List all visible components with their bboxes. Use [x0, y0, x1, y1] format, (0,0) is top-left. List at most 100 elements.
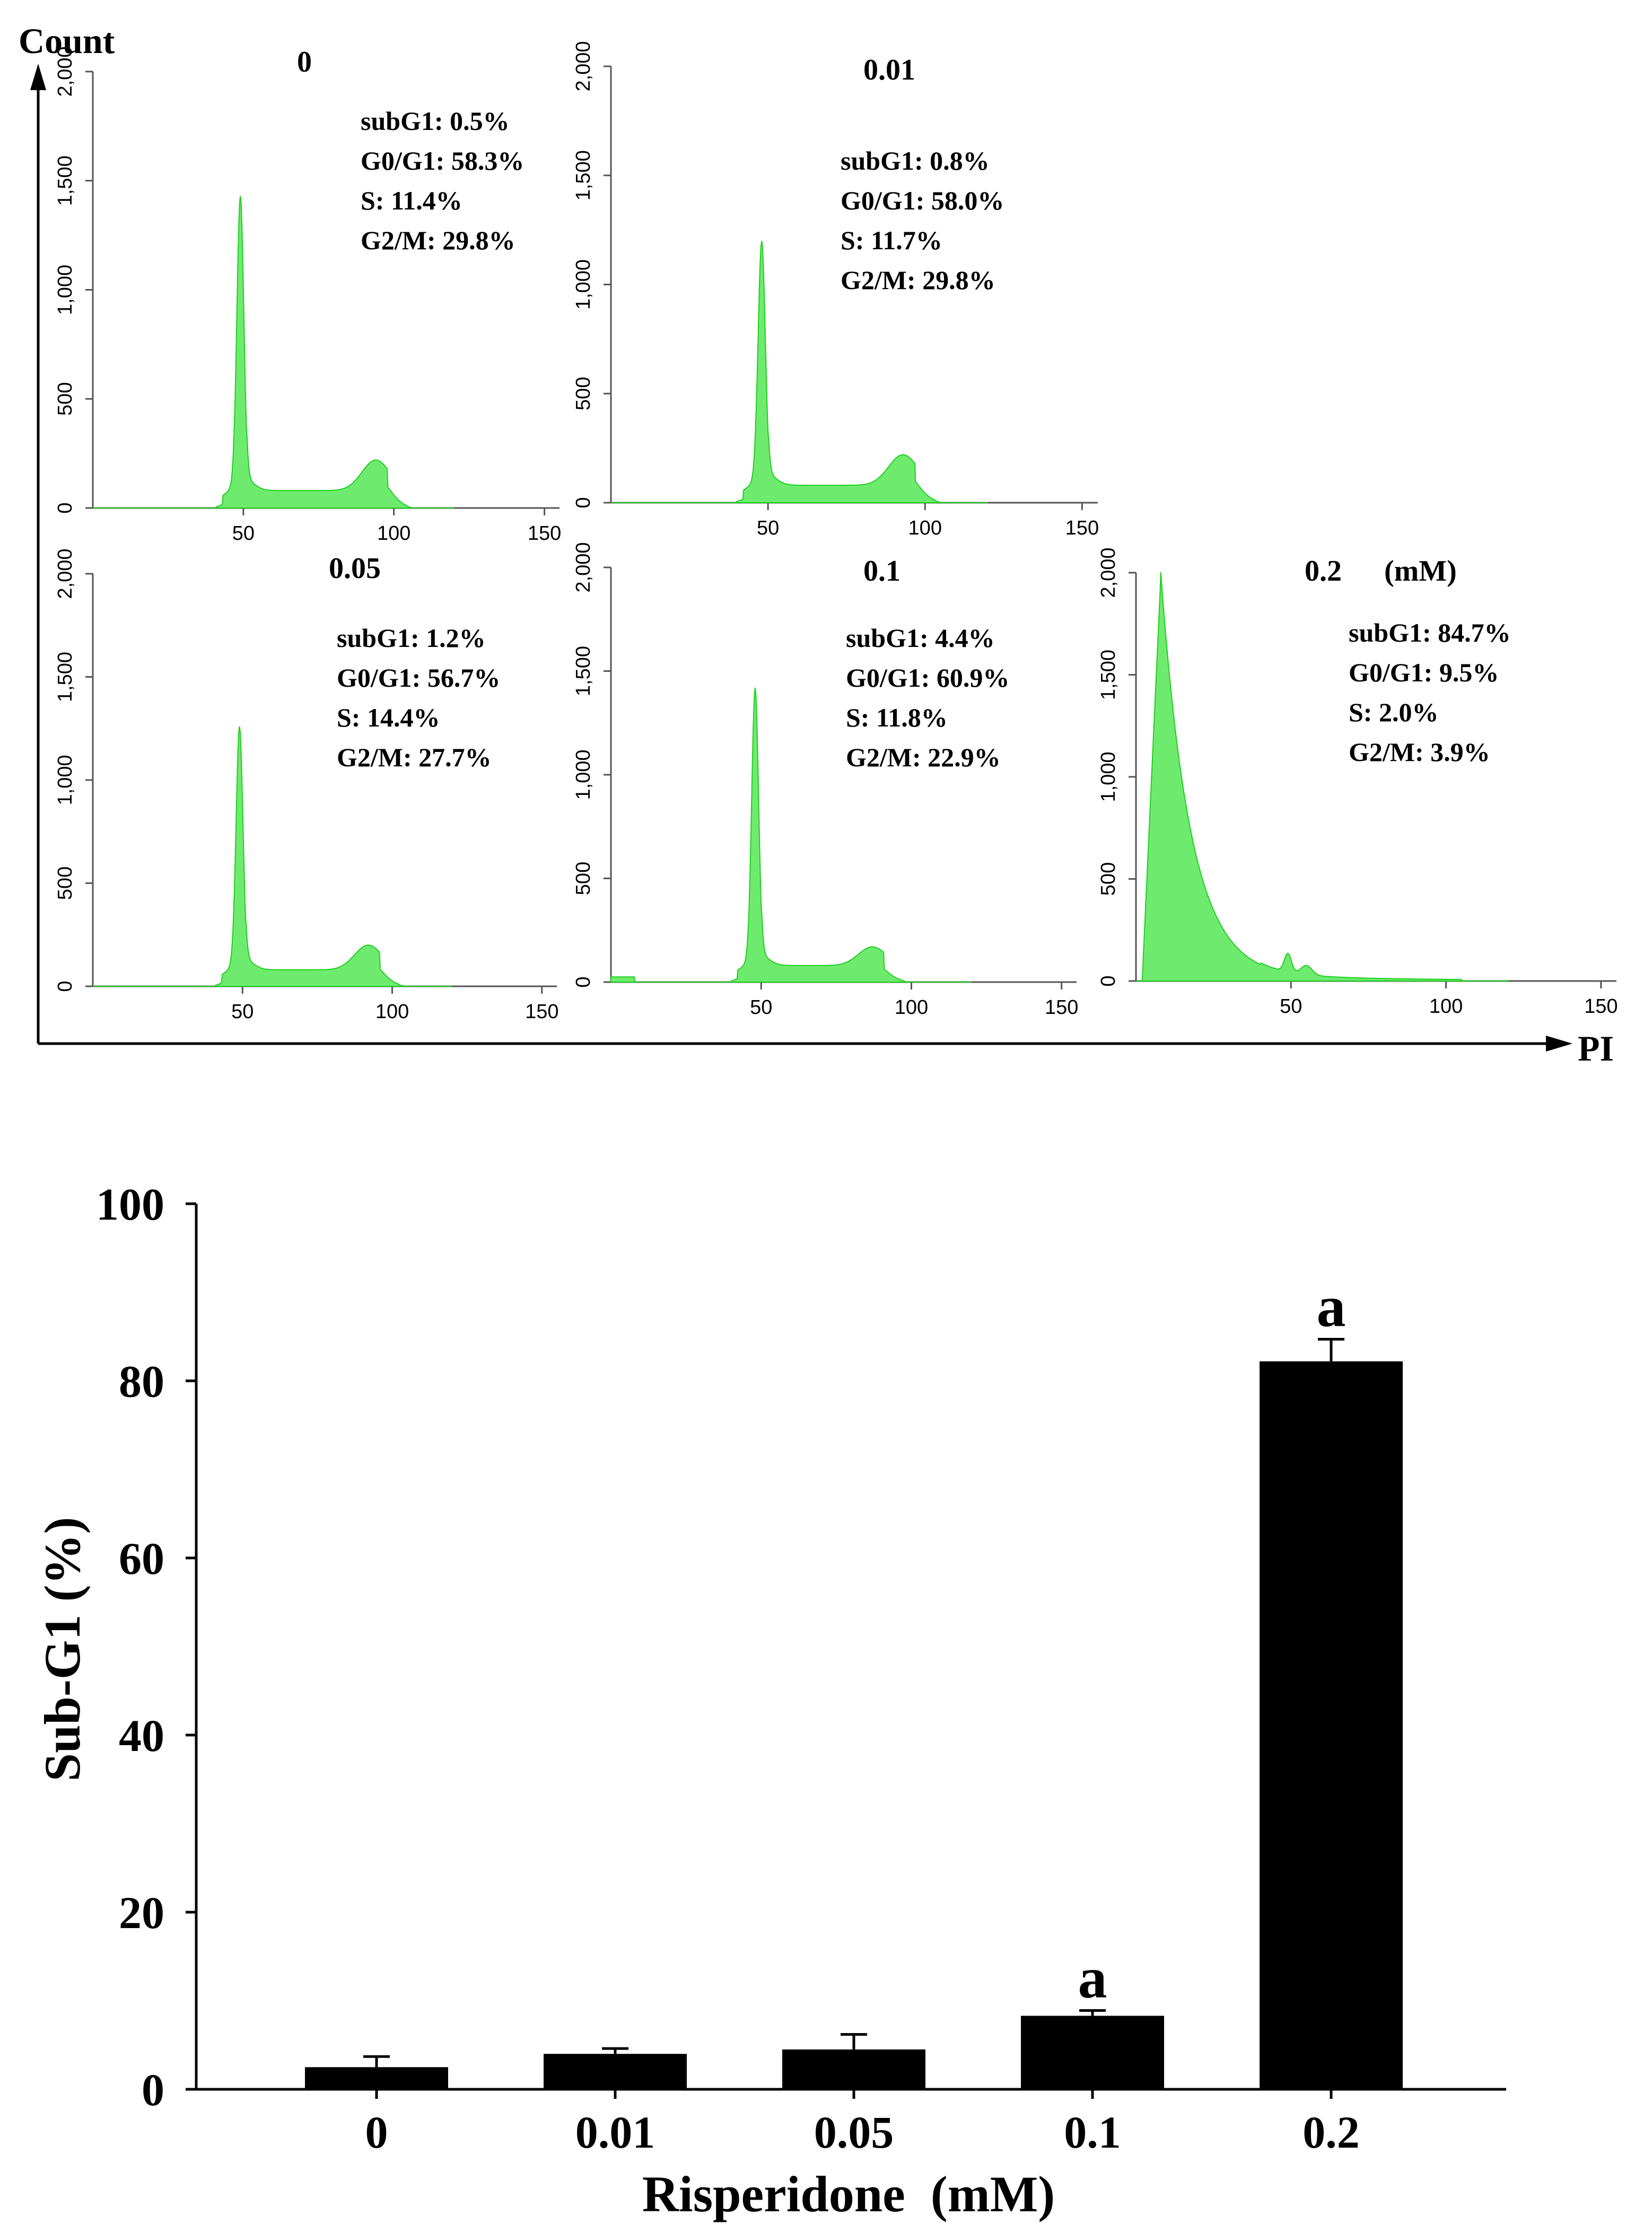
histogram-x-tick-label: 150 — [525, 1001, 558, 1023]
histogram-title: 0.1 — [863, 555, 901, 588]
histogram-area — [93, 726, 452, 987]
histogram-title: 0.05 — [329, 552, 381, 585]
histogram-area — [611, 241, 988, 503]
histogram-unit-label: (mM) — [1384, 555, 1457, 588]
histogram-stat-line: S: 2.0% — [1349, 697, 1438, 727]
histogram-x-tick-label: 50 — [757, 517, 779, 539]
histogram-title: 0.01 — [863, 54, 915, 86]
bar-0.05 — [782, 2049, 925, 2089]
histogram-y-tick-label: 0 — [54, 980, 76, 992]
histogram-panel-3: 0 500 1,000 1,500 2,000 50 100 150 0.1 subG1: 4.4… — [572, 542, 1078, 1019]
histogram-x-tick-label: 100 — [895, 996, 928, 1019]
histogram-y-tick-label: 1,500 — [572, 150, 595, 200]
histogram-stat-line: G2/M: 27.7% — [337, 742, 492, 772]
count-axis-label: Count — [19, 21, 115, 61]
histogram-stat-line: G0/G1: 58.0% — [841, 186, 1004, 215]
histogram-y-tick-label: 500 — [572, 862, 595, 895]
histogram-y-tick-label: 1,000 — [54, 755, 76, 805]
histogram-y-tick-label: 1,000 — [572, 259, 595, 310]
histogram-stat-line: S: 11.7% — [841, 225, 942, 255]
bar-0 — [305, 2067, 448, 2089]
histogram-stat-line: S: 11.4% — [361, 186, 462, 215]
bar-x-tick-label: 0 — [365, 2107, 388, 2158]
histogram-y-tick-label: 1,500 — [572, 646, 595, 696]
bar-y-tick-label: 100 — [96, 1179, 164, 1230]
histogram-y-tick-label: 500 — [54, 866, 76, 900]
histogram-y-tick-label: 0 — [572, 976, 595, 987]
histogram-x-tick-label: 50 — [750, 996, 772, 1019]
histogram-y-tick-label: 1,000 — [54, 265, 76, 315]
bar-0.01 — [544, 2054, 687, 2089]
histogram-y-tick-label: 0 — [572, 497, 595, 508]
histogram-stat-line: subG1: 1.2% — [337, 623, 486, 653]
bar-y-tick-label: 40 — [119, 1710, 164, 1761]
count-axis-arrow — [30, 64, 46, 90]
histogram-y-tick-label: 2,000 — [572, 41, 595, 91]
histogram-stat-line: G0/G1: 58.3% — [361, 146, 524, 176]
histogram-y-tick-label: 2,000 — [572, 542, 595, 592]
histogram-area — [1136, 572, 1509, 982]
histogram-y-tick-label: 1,000 — [572, 749, 595, 800]
bar-y-tick-label: 80 — [119, 1356, 164, 1407]
histogram-y-tick-label: 500 — [54, 382, 76, 416]
histogram-panel-1: 0 500 1,000 1,500 2,000 50 100 150 0.01 subG1: 0.… — [572, 41, 1099, 539]
histogram-stat-line: subG1: 0.8% — [841, 146, 990, 176]
bar-y-tick-label: 60 — [119, 1533, 164, 1584]
histogram-y-tick-label: 2,000 — [54, 46, 76, 97]
histogram-x-tick-label: 150 — [1045, 996, 1078, 1019]
histogram-y-tick-label: 0 — [1097, 975, 1120, 986]
bar-0.1 — [1021, 2016, 1164, 2089]
histogram-y-tick-label: 1,500 — [1097, 650, 1120, 700]
histogram-stat-line: G2/M: 29.8% — [841, 265, 995, 295]
histogram-area — [610, 687, 972, 983]
bar-x-tick-label: 0.1 — [1064, 2107, 1121, 2158]
histogram-y-tick-label: 500 — [572, 377, 595, 410]
bar-significance-label: a — [1317, 1274, 1346, 1339]
bar-significance-label: a — [1078, 1945, 1107, 2010]
histogram-stat-line: subG1: 84.7% — [1349, 618, 1511, 647]
bar-x-tick-label: 0.01 — [575, 2107, 655, 2158]
histogram-stat-line: G0/G1: 9.5% — [1349, 658, 1499, 687]
histogram-x-tick-label: 100 — [375, 1001, 409, 1023]
histogram-stat-line: G2/M: 29.8% — [361, 225, 515, 255]
histogram-stat-line: S: 11.8% — [846, 703, 948, 732]
histogram-stat-line: subG1: 0.5% — [361, 106, 510, 136]
pi-axis-label: PI — [1578, 1028, 1614, 1069]
histogram-stat-line: S: 14.4% — [337, 703, 440, 732]
histogram-y-tick-label: 1,500 — [54, 155, 76, 206]
histogram-y-tick-label: 1,500 — [54, 652, 76, 702]
histogram-title: 0 — [297, 46, 312, 78]
histogram-y-tick-label: 0 — [54, 502, 76, 513]
bar-y-tick-label: 0 — [142, 2064, 164, 2115]
histogram-y-tick-label: 2,000 — [54, 548, 76, 599]
histogram-y-tick-label: 1,000 — [1097, 751, 1120, 802]
histogram-y-tick-label: 500 — [1097, 862, 1120, 896]
histogram-x-tick-label: 100 — [1429, 995, 1463, 1018]
bar-x-tick-label: 0.05 — [814, 2107, 894, 2158]
histogram-y-tick-label: 2,000 — [1097, 547, 1120, 598]
histogram-stat-line: G2/M: 3.9% — [1349, 737, 1490, 767]
bar-y-axis-label: Sub-G1 (%) — [34, 1517, 91, 1782]
bar-y-tick-label: 20 — [119, 1887, 164, 1938]
histogram-stat-line: subG1: 4.4% — [846, 623, 995, 653]
histogram-panel-0: 0 500 1,000 1,500 2,000 50 100 150 0 subG1: 0.5% G… — [54, 46, 561, 545]
histogram-x-tick-label: 100 — [377, 522, 410, 545]
histogram-stat-line: G0/G1: 60.9% — [846, 663, 1009, 693]
bar-x-tick-label: 0.2 — [1303, 2107, 1360, 2158]
histogram-x-tick-label: 50 — [231, 1001, 254, 1023]
histogram-stat-line: G2/M: 22.9% — [846, 742, 1001, 772]
histogram-stat-line: G0/G1: 56.7% — [337, 663, 500, 693]
histogram-x-tick-label: 50 — [1280, 995, 1302, 1018]
histogram-x-tick-label: 100 — [908, 517, 942, 539]
histogram-area — [93, 196, 454, 509]
histogram-panel-4: 0 500 1,000 1,500 2,000 50 100 150 0.2 (mM) subG1:… — [1097, 547, 1618, 1018]
histogram-title: 0.2 — [1305, 555, 1342, 588]
histogram-x-tick-label: 50 — [232, 522, 255, 545]
top-axes: Count PI — [19, 21, 1614, 1069]
histogram-x-tick-label: 150 — [1065, 517, 1099, 539]
sub-g1-bar-chart: Sub-G1 (%) Risperidone (mM) 0 20 40 60 80 100… — [34, 1179, 1506, 2222]
bar-0.2 — [1260, 1361, 1403, 2089]
pi-axis-arrow — [1546, 1036, 1572, 1052]
